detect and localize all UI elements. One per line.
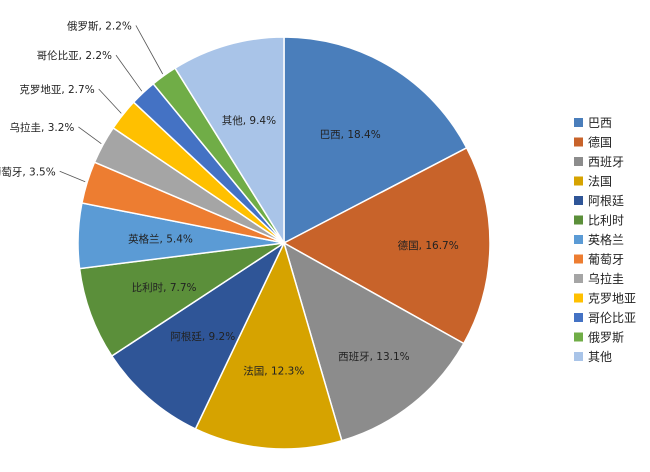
pie-slice (282, 146, 491, 345)
slice-label: 乌拉圭, 3.2% (10, 121, 75, 134)
pie-slice (110, 240, 286, 430)
slice-label: 西班牙, 13.1% (338, 351, 410, 363)
legend-label: 英格兰 (588, 232, 624, 247)
slice-label: 阿根廷, 9.2% (170, 330, 235, 343)
pie-slice (174, 36, 285, 246)
slice-label: 德国, 16.7% (398, 239, 459, 252)
legend-label: 葡萄牙 (588, 253, 624, 267)
slice-label: 葡萄牙, 3.5% (0, 165, 56, 178)
pie-slice (283, 36, 468, 245)
leader-line (115, 54, 143, 92)
slice-label: 其他, 9.4% (222, 114, 276, 127)
leader-line (135, 25, 164, 75)
slice-label: 哥伦比亚, 2.2% (37, 49, 112, 62)
pie-slice (282, 241, 465, 442)
legend-label: 西班牙 (588, 155, 624, 169)
legend-swatch (574, 157, 583, 166)
legend-swatch (574, 274, 583, 283)
legend-label: 法国 (588, 175, 612, 189)
leader-line (59, 170, 86, 183)
slice-label: 英格兰, 5.4% (128, 233, 193, 246)
legend-swatch (574, 352, 583, 361)
legend-swatch (574, 118, 583, 127)
pie-slice (194, 240, 343, 450)
legend-label: 哥伦比亚 (588, 310, 636, 325)
legend-label: 俄罗斯 (588, 331, 624, 345)
legend-label: 克罗地亚 (588, 292, 636, 306)
legend-swatch (574, 332, 583, 342)
legend-swatch (574, 293, 583, 303)
slice-label: 巴西, 18.4% (320, 129, 381, 141)
legend-label: 比利时 (588, 214, 624, 228)
legend-swatch (574, 313, 583, 322)
legend-label: 乌拉圭 (588, 271, 624, 286)
leader-line (78, 126, 102, 145)
legend-swatch (574, 196, 583, 205)
legend-label: 阿根廷 (588, 194, 624, 208)
legend-swatch (574, 235, 583, 244)
pie-slices (77, 36, 491, 450)
slice-label: 比利时, 7.7% (132, 281, 197, 294)
legend-swatch (574, 254, 583, 264)
legend-swatch (574, 215, 583, 225)
legend-label: 其他 (588, 350, 612, 364)
leader-line (98, 88, 122, 114)
slice-labels: 巴西, 18.4% 德国, 16.7% 西班牙, 13.1% 法国, 12.3% 阿根廷… (0, 19, 459, 377)
legend-swatch (574, 176, 583, 186)
legend-label: 巴西 (588, 116, 612, 130)
slice-label: 俄罗斯, 2.2% (67, 19, 132, 32)
legend-label: 德国 (588, 135, 612, 150)
slice-label: 法国, 12.3% (243, 364, 304, 377)
slice-label: 克罗地亚, 2.7% (19, 83, 94, 96)
legend-swatch (574, 137, 583, 147)
